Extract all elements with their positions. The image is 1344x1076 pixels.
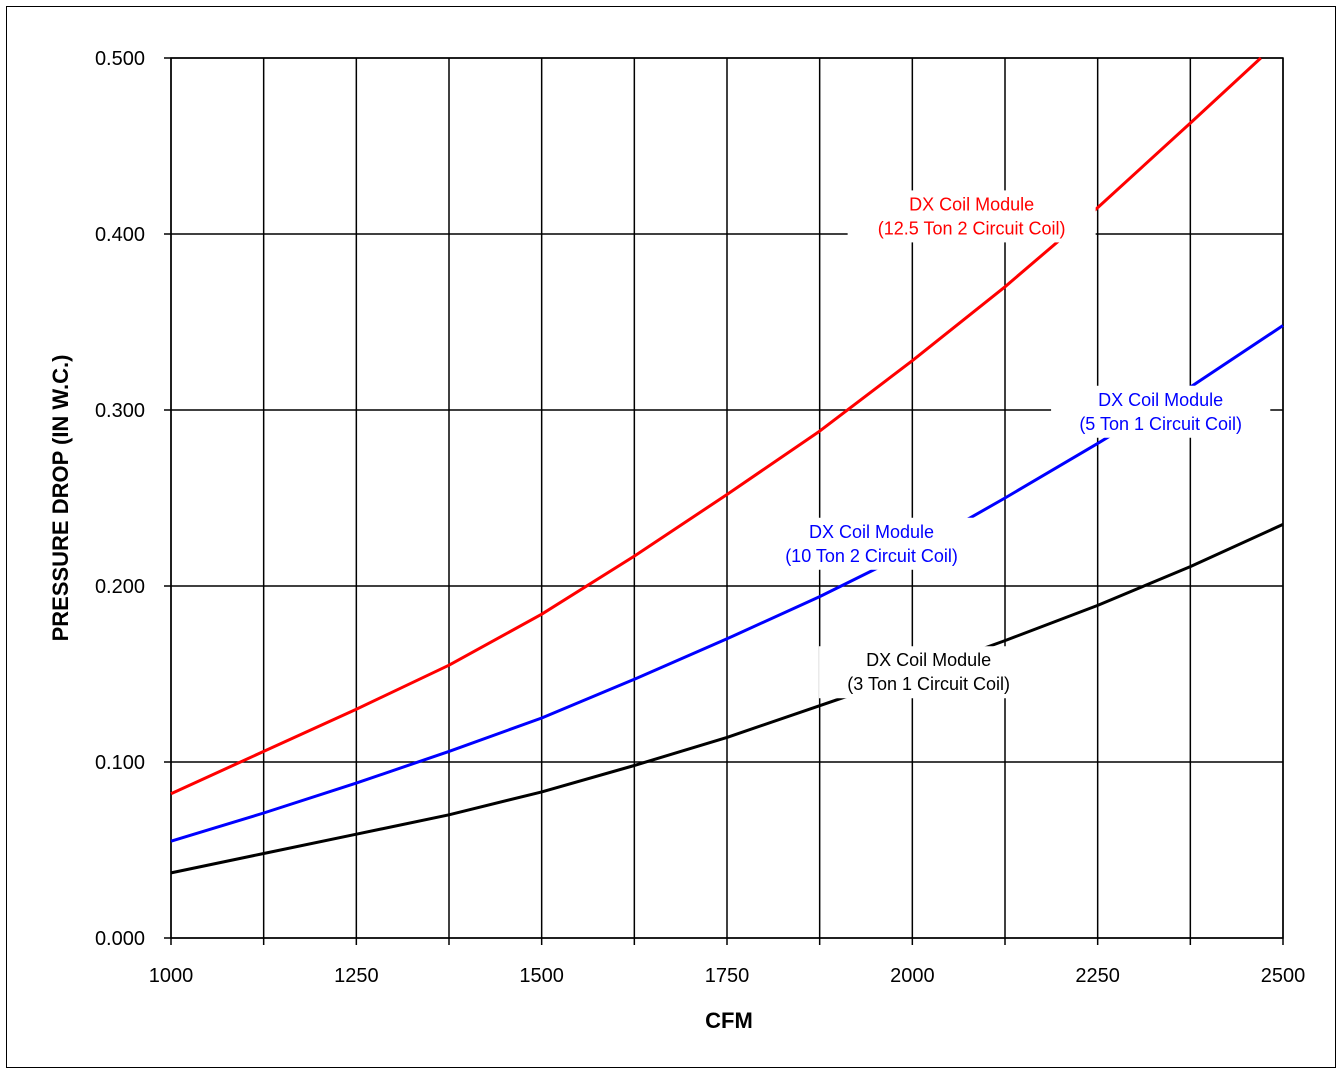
y-tick-label: 0.200 [95, 576, 145, 598]
series-label-2: DX Coil Module (10 Ton 2 Circuit Coil) [757, 517, 986, 570]
series-label-line: (10 Ton 2 Circuit Coil) [785, 546, 958, 566]
y-tick-label: 0.100 [95, 752, 145, 774]
x-tick-label: 2250 [1075, 965, 1120, 987]
x-tick-label: 2500 [1261, 965, 1306, 987]
series-label-background [757, 517, 986, 570]
x-tick-label: 2000 [890, 965, 935, 987]
series-label-line: DX Coil Module [866, 650, 991, 670]
y-tick-label: 0.300 [95, 400, 145, 422]
x-tick-label: 1000 [149, 965, 194, 987]
series-label-line: DX Coil Module [1098, 390, 1223, 410]
tick-labels: 1000 1250 1500 1750 2000 2250 2500 0.000 0.100 0.… [95, 48, 1305, 987]
series-lines [170, 56, 1284, 875]
series-line-0 [170, 56, 1262, 796]
series-label-3: DX Coil Module (3 Ton 1 Circuit Coil) [819, 646, 1039, 699]
series-label-0: DX Coil Module (12.5 Ton 2 Circuit Coil) [847, 190, 1096, 243]
y-tick-label: 0.400 [95, 224, 145, 246]
x-tick-label: 1750 [705, 965, 750, 987]
y-tick-label: 0.000 [95, 928, 145, 950]
series-label-line: DX Coil Module [909, 194, 1034, 214]
series-label-1: DX Coil Module (5 Ton 1 Circuit Coil) [1051, 385, 1271, 438]
series-label-line: DX Coil Module [809, 522, 934, 542]
series-label-background [847, 190, 1096, 243]
series-labels: DX Coil Module(12.5 Ton 2 Circuit Coil)D… [757, 190, 1271, 699]
x-tick-label: 1250 [334, 965, 379, 987]
series-label-background [819, 646, 1039, 699]
series-line-3 [170, 523, 1284, 875]
series-line-1 [170, 324, 1284, 843]
x-tick-label: 1500 [519, 965, 564, 987]
series-label-background [1051, 385, 1271, 438]
y-axis-title: PRESSURE DROP (IN W.C.) [48, 355, 73, 642]
plot-area-border [170, 57, 1284, 939]
y-tick-label: 0.500 [95, 48, 145, 70]
chart-frame [6, 6, 1336, 1068]
series-label-line: (3 Ton 1 Circuit Coil) [847, 674, 1010, 694]
x-axis-title: CFM [705, 1008, 753, 1033]
series-label-line: (5 Ton 1 Circuit Coil) [1079, 414, 1242, 434]
series-label-line: (12.5 Ton 2 Circuit Coil) [878, 218, 1066, 238]
